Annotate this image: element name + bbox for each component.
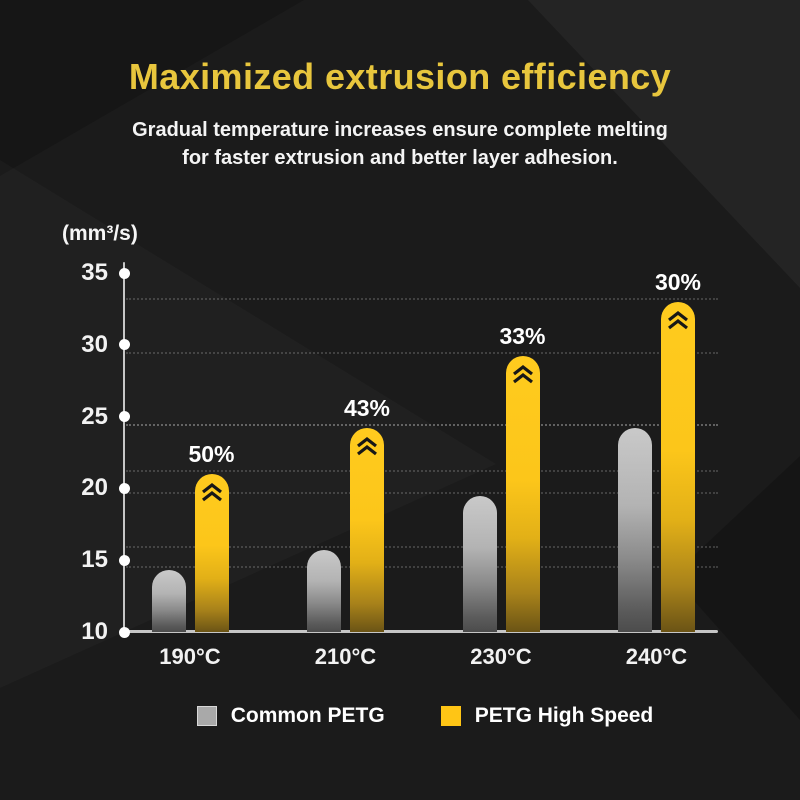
bar-top-guide-line (126, 297, 718, 300)
legend-label: Common PETG (230, 704, 385, 727)
legend-item-petg-high-speed: PETG High Speed (440, 704, 654, 728)
y-tick-dot (118, 339, 130, 351)
bar-top-guide-line (126, 424, 718, 427)
increase-percentage-label: 33% (499, 323, 546, 350)
bar-top-guide-line (126, 352, 718, 355)
x-axis-category-label: 240°C (625, 644, 688, 669)
double-chevron-up-icon (354, 436, 380, 463)
y-tick-label: 20 (81, 474, 108, 502)
bar-petg-high-speed (194, 474, 229, 632)
bar-common-petg (618, 428, 652, 632)
double-chevron-up-icon (510, 364, 536, 391)
subtitle-line-1: Gradual temperature increases ensure com… (132, 119, 668, 141)
x-axis-category-label: 230°C (470, 644, 532, 669)
bar-petg-high-speed (350, 428, 384, 632)
bar-top-guide-line (126, 424, 718, 427)
legend-item-common-petg: Common PETG (196, 704, 385, 728)
bar-common-petg (307, 550, 341, 632)
bar-top-guide-line (126, 491, 718, 494)
chart-legend: Common PETG PETG High Speed (0, 704, 800, 728)
page-subtitle: Gradual temperature increases ensure com… (0, 116, 800, 172)
y-tick-label: 10 (81, 618, 108, 645)
y-tick-dot (118, 267, 130, 279)
subtitle-line-2: for faster extrusion and better layer ad… (182, 147, 618, 169)
page-title: Maximized extrusion efficiency (128, 56, 672, 97)
y-axis-unit-label: (mm³/s) (62, 222, 138, 245)
bar-petg-high-speed (505, 356, 540, 632)
y-axis-line (123, 262, 125, 632)
y-tick-label: 30 (81, 330, 108, 358)
bar-top-guide-line (126, 546, 718, 549)
y-tick-label: 15 (81, 546, 108, 574)
legend-swatch-gray (196, 706, 217, 726)
bar-petg-high-speed (661, 301, 695, 632)
bar-common-petg (151, 570, 186, 632)
y-tick-dot (118, 411, 130, 423)
bar-top-guide-line (126, 470, 718, 473)
legend-label: PETG High Speed (474, 704, 654, 727)
legend-swatch-yellow (440, 706, 461, 726)
bar-common-petg (462, 495, 497, 632)
x-axis-category-label: 190°C (159, 644, 221, 669)
bar-top-guide-line (126, 566, 718, 569)
increase-percentage-label: 43% (343, 395, 391, 422)
increase-percentage-label: 50% (188, 441, 235, 468)
increase-percentage-label: 30% (654, 268, 702, 295)
x-axis-line (124, 630, 718, 633)
header: Maximized extrusion efficiency Gradual t… (0, 56, 800, 172)
x-axis-category-label: 210°C (314, 644, 377, 669)
y-tick-dot (118, 626, 130, 638)
double-chevron-up-icon (199, 482, 225, 509)
double-chevron-up-icon (665, 310, 691, 337)
y-tick-label: 25 (81, 402, 108, 430)
y-tick-label: 35 (81, 259, 108, 286)
y-tick-dot (118, 482, 130, 494)
y-tick-dot (118, 554, 130, 566)
